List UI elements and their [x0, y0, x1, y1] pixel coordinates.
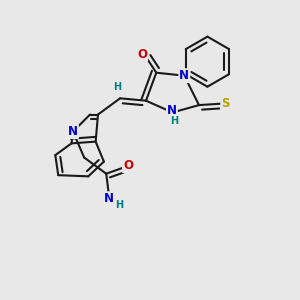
Text: N: N	[179, 69, 189, 82]
Text: H: H	[170, 116, 178, 126]
Text: O: O	[123, 159, 133, 172]
Text: N: N	[68, 125, 78, 138]
Text: S: S	[221, 97, 230, 110]
Text: H: H	[116, 200, 124, 210]
Text: H: H	[113, 82, 121, 92]
Text: O: O	[137, 48, 147, 61]
Text: N: N	[104, 192, 114, 205]
Text: N: N	[167, 104, 177, 118]
